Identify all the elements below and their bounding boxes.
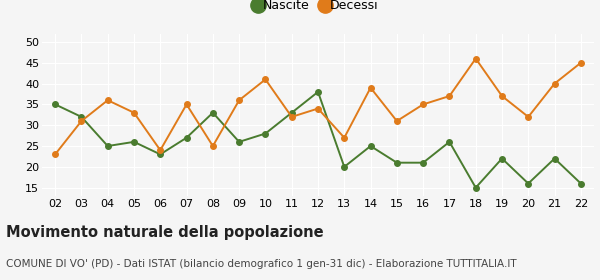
Decessi bbox=[262, 78, 269, 81]
Nascite bbox=[183, 136, 190, 139]
Nascite bbox=[341, 165, 348, 169]
Decessi bbox=[577, 61, 584, 64]
Decessi bbox=[314, 107, 322, 110]
Nascite bbox=[551, 157, 558, 160]
Decessi bbox=[52, 153, 59, 156]
Nascite bbox=[524, 182, 532, 185]
Decessi bbox=[78, 119, 85, 123]
Decessi bbox=[367, 86, 374, 89]
Decessi bbox=[446, 94, 453, 98]
Line: Decessi: Decessi bbox=[52, 56, 584, 157]
Decessi bbox=[393, 119, 400, 123]
Legend: Nascite, Decessi: Nascite, Decessi bbox=[253, 0, 383, 17]
Decessi bbox=[551, 82, 558, 85]
Decessi bbox=[130, 111, 137, 115]
Decessi bbox=[288, 115, 295, 118]
Nascite bbox=[262, 132, 269, 135]
Decessi bbox=[472, 57, 479, 60]
Nascite bbox=[367, 144, 374, 148]
Nascite bbox=[209, 111, 217, 115]
Nascite bbox=[419, 161, 427, 164]
Nascite bbox=[314, 90, 322, 94]
Nascite bbox=[499, 157, 506, 160]
Nascite bbox=[236, 140, 243, 144]
Nascite bbox=[577, 182, 584, 185]
Nascite bbox=[78, 115, 85, 118]
Decessi bbox=[104, 99, 112, 102]
Decessi bbox=[183, 103, 190, 106]
Decessi bbox=[524, 115, 532, 118]
Decessi bbox=[209, 144, 217, 148]
Decessi bbox=[419, 103, 427, 106]
Nascite bbox=[393, 161, 400, 164]
Nascite bbox=[157, 153, 164, 156]
Decessi bbox=[341, 136, 348, 139]
Text: Movimento naturale della popolazione: Movimento naturale della popolazione bbox=[6, 225, 323, 241]
Line: Nascite: Nascite bbox=[52, 89, 584, 190]
Decessi bbox=[236, 99, 243, 102]
Nascite bbox=[130, 140, 137, 144]
Decessi bbox=[157, 148, 164, 152]
Nascite bbox=[446, 140, 453, 144]
Nascite bbox=[104, 144, 112, 148]
Nascite bbox=[52, 103, 59, 106]
Decessi bbox=[499, 94, 506, 98]
Nascite bbox=[288, 111, 295, 115]
Text: COMUNE DI VO' (PD) - Dati ISTAT (bilancio demografico 1 gen-31 dic) - Elaborazio: COMUNE DI VO' (PD) - Dati ISTAT (bilanci… bbox=[6, 259, 517, 269]
Nascite bbox=[472, 186, 479, 189]
